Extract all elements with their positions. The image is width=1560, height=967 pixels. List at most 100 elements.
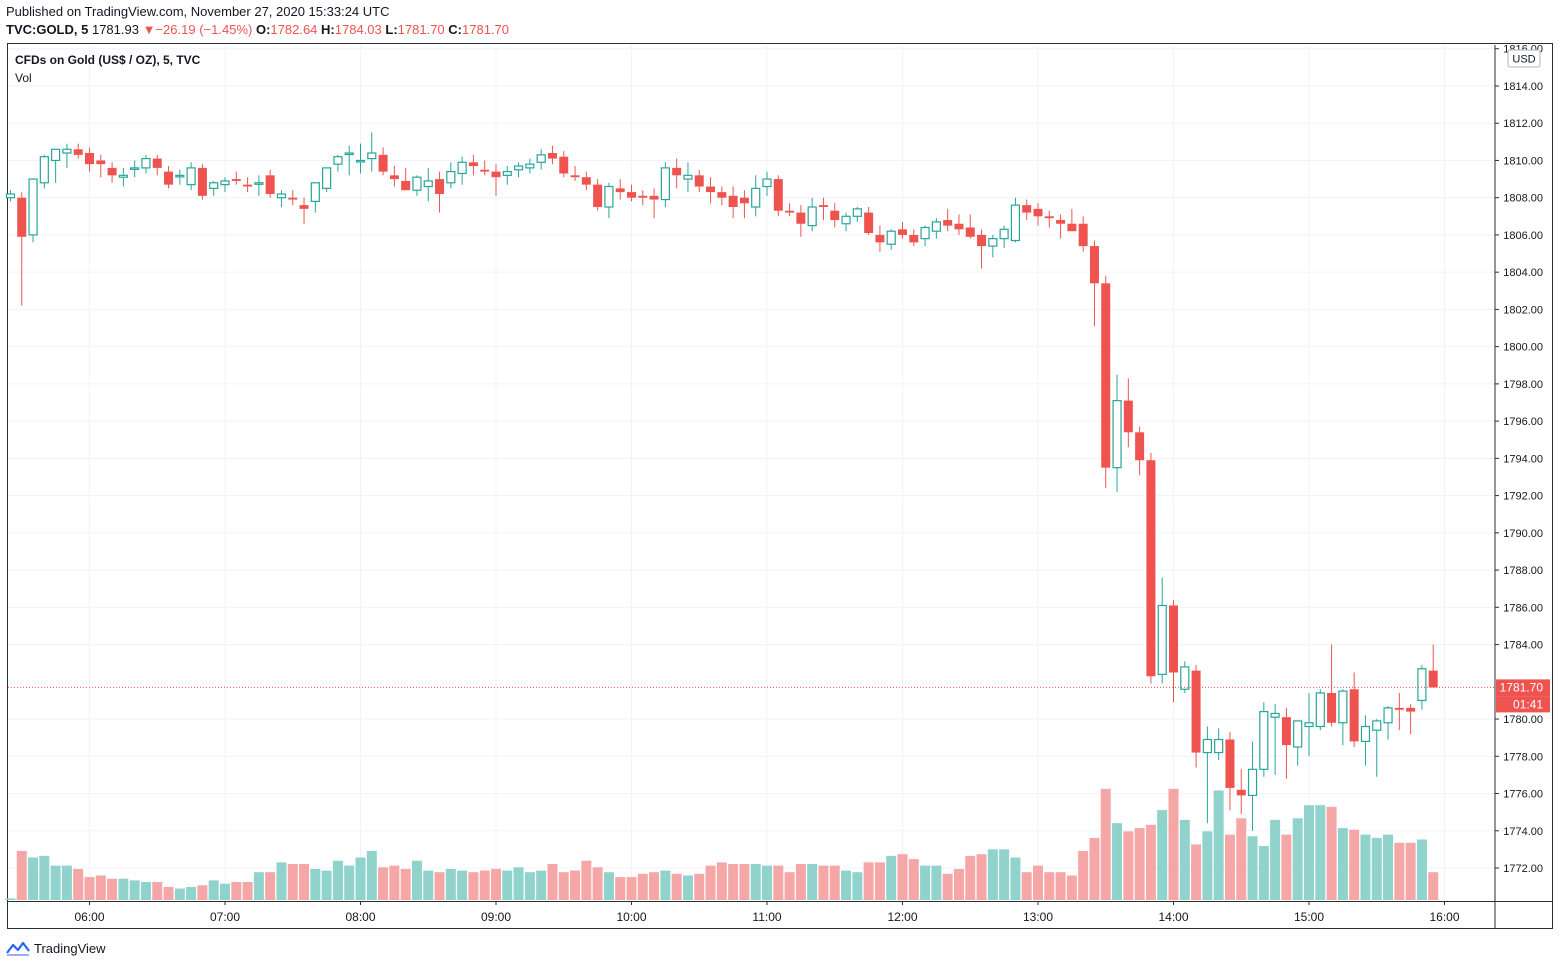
volume-bar <box>829 865 840 900</box>
candle-body <box>118 174 128 178</box>
candle-body <box>988 238 998 247</box>
volume-bar <box>389 865 400 900</box>
candle <box>333 154 343 172</box>
y-tick-label: 1772.00 <box>1503 863 1543 875</box>
candle <box>1056 214 1066 239</box>
volume-bar <box>28 857 39 900</box>
volume-bar <box>1258 846 1269 900</box>
candle-body <box>717 192 727 198</box>
candle <box>164 166 174 189</box>
candle-body <box>706 186 716 193</box>
candle <box>638 190 648 206</box>
candle <box>197 164 207 200</box>
high-label: H: <box>321 22 335 37</box>
candle-body <box>1304 722 1314 728</box>
y-tick-label: 1776.00 <box>1503 789 1543 801</box>
volume-bar <box>649 872 660 900</box>
candle-body <box>875 234 885 243</box>
candle <box>672 158 682 189</box>
volume-bar <box>1089 837 1100 900</box>
volume-bar <box>118 878 129 900</box>
candle-body <box>1247 768 1258 796</box>
candle <box>1146 452 1156 684</box>
candle-body <box>818 205 828 207</box>
y-tick-label: 1778.00 <box>1503 751 1543 763</box>
candle <box>864 206 874 235</box>
volume-bar <box>513 867 524 900</box>
candle <box>17 192 27 306</box>
candle-body <box>1089 246 1099 284</box>
volume-bar <box>807 864 818 900</box>
volume-bar <box>1157 810 1168 900</box>
candle-body <box>17 197 27 237</box>
candle-body <box>1394 707 1404 710</box>
chart-frame[interactable] <box>7 43 1553 929</box>
volume-bar <box>874 862 885 900</box>
candle <box>728 186 738 219</box>
tradingview-logo[interactable]: TradingView <box>6 940 106 956</box>
volume-bar <box>231 882 242 900</box>
volume-bar <box>1383 834 1394 900</box>
volume-bar <box>16 850 27 900</box>
y-tick-label: 1800.00 <box>1503 342 1543 354</box>
candle-body <box>627 192 636 198</box>
volume-bar <box>174 888 185 900</box>
candle-body <box>570 175 580 178</box>
volume-bar <box>852 872 863 900</box>
candle <box>627 184 636 202</box>
candle <box>265 169 275 198</box>
candle-body <box>1135 432 1145 461</box>
candle-body <box>276 193 287 199</box>
candle-body <box>1056 220 1066 224</box>
candle <box>1112 374 1122 492</box>
volume-bar <box>61 865 72 900</box>
y-tick-label: 1814.00 <box>1503 81 1543 93</box>
candle-body <box>796 212 806 224</box>
volume-bar <box>716 862 727 900</box>
candle-body <box>1349 689 1359 742</box>
volume-bar <box>411 860 422 900</box>
candle-body <box>435 179 445 194</box>
volume-bar <box>660 870 671 900</box>
volume-bar <box>1033 865 1043 900</box>
candle <box>796 205 806 237</box>
volume-bar <box>423 870 434 900</box>
candle-body <box>1101 283 1111 468</box>
volume-bar <box>1349 829 1360 900</box>
volume-bar <box>1044 872 1055 900</box>
volume-bar <box>445 868 456 900</box>
volume-bar <box>1100 788 1111 900</box>
candle <box>502 166 512 185</box>
candle-body <box>62 148 72 154</box>
candle <box>547 145 557 165</box>
candle <box>186 162 196 191</box>
volume-bar <box>637 873 648 900</box>
volume-bar <box>795 864 806 900</box>
volume-bar <box>1405 842 1416 900</box>
last-price: 1781.93 <box>91 22 139 37</box>
candle <box>570 166 580 181</box>
candle-body <box>51 148 61 162</box>
y-tick-label: 1812.00 <box>1503 118 1543 130</box>
candle-body <box>683 174 693 180</box>
volume-bar <box>378 867 389 900</box>
y-tick-label: 1794.00 <box>1503 453 1543 465</box>
volume-bar <box>750 864 761 900</box>
volume-bar <box>276 862 287 900</box>
volume-bar <box>502 870 513 900</box>
volume-bar <box>457 870 468 900</box>
candle-body <box>525 163 535 169</box>
candle-body <box>5 193 16 199</box>
candle <box>909 229 919 247</box>
candle <box>1169 599 1178 703</box>
symbol-label[interactable]: TVC:GOLD, 5 <box>6 22 89 37</box>
volume-bar <box>1123 831 1134 900</box>
candle <box>683 162 693 193</box>
candle <box>559 151 569 178</box>
candle-body <box>412 176 422 191</box>
y-tick-label: 1802.00 <box>1503 304 1543 316</box>
candle <box>480 160 490 176</box>
candle-body <box>231 179 241 181</box>
y-tick-label: 1804.00 <box>1503 267 1543 279</box>
